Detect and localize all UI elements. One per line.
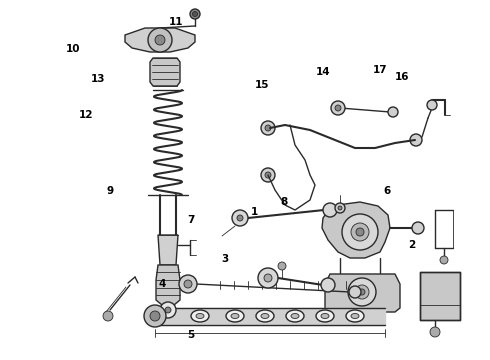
Ellipse shape: [346, 310, 364, 322]
Circle shape: [258, 268, 278, 288]
Circle shape: [359, 289, 365, 295]
Circle shape: [323, 203, 337, 217]
Circle shape: [160, 302, 176, 318]
Circle shape: [193, 12, 197, 17]
Circle shape: [412, 222, 424, 234]
Circle shape: [265, 125, 271, 131]
Circle shape: [264, 274, 272, 282]
Text: 7: 7: [187, 215, 195, 225]
Ellipse shape: [316, 310, 334, 322]
Text: 6: 6: [384, 186, 391, 196]
Circle shape: [440, 256, 448, 264]
Text: 14: 14: [316, 67, 331, 77]
Circle shape: [427, 100, 437, 110]
Ellipse shape: [291, 314, 299, 319]
Ellipse shape: [261, 314, 269, 319]
Ellipse shape: [191, 310, 209, 322]
Ellipse shape: [144, 305, 166, 327]
Text: 13: 13: [91, 74, 105, 84]
Polygon shape: [322, 202, 390, 258]
Text: 11: 11: [169, 17, 184, 27]
Polygon shape: [325, 274, 400, 312]
Circle shape: [348, 278, 376, 306]
Circle shape: [356, 228, 364, 236]
Text: 15: 15: [255, 80, 270, 90]
Circle shape: [338, 206, 342, 210]
Circle shape: [410, 134, 422, 146]
Text: 1: 1: [251, 207, 258, 217]
Circle shape: [335, 105, 341, 111]
Text: 5: 5: [188, 330, 195, 340]
Ellipse shape: [226, 310, 244, 322]
Circle shape: [179, 275, 197, 293]
Circle shape: [261, 168, 275, 182]
Text: 8: 8: [281, 197, 288, 207]
Ellipse shape: [321, 314, 329, 319]
Circle shape: [184, 280, 192, 288]
Circle shape: [321, 278, 335, 292]
Text: 9: 9: [107, 186, 114, 196]
Text: 16: 16: [394, 72, 409, 82]
Polygon shape: [158, 235, 178, 265]
Ellipse shape: [196, 314, 204, 319]
Circle shape: [331, 101, 345, 115]
Circle shape: [430, 327, 440, 337]
Polygon shape: [150, 58, 180, 86]
Circle shape: [335, 203, 345, 213]
Polygon shape: [125, 28, 195, 52]
Circle shape: [237, 215, 243, 221]
Circle shape: [388, 107, 398, 117]
Circle shape: [278, 262, 286, 270]
Ellipse shape: [150, 311, 160, 321]
Text: 4: 4: [158, 279, 166, 289]
Circle shape: [261, 121, 275, 135]
Polygon shape: [420, 272, 460, 320]
Text: 2: 2: [408, 240, 415, 250]
Circle shape: [265, 172, 271, 178]
Ellipse shape: [286, 310, 304, 322]
Polygon shape: [155, 308, 385, 325]
Text: 12: 12: [78, 110, 93, 120]
Circle shape: [351, 223, 369, 241]
Circle shape: [355, 285, 369, 299]
Circle shape: [349, 286, 361, 298]
Circle shape: [155, 35, 165, 45]
Circle shape: [103, 311, 113, 321]
Circle shape: [165, 307, 171, 313]
Ellipse shape: [351, 314, 359, 319]
Text: 17: 17: [372, 65, 387, 75]
Circle shape: [232, 210, 248, 226]
Ellipse shape: [231, 314, 239, 319]
Circle shape: [190, 9, 200, 19]
Ellipse shape: [256, 310, 274, 322]
Circle shape: [342, 214, 378, 250]
Circle shape: [148, 28, 172, 52]
Text: 3: 3: [222, 254, 229, 264]
Text: 10: 10: [66, 44, 81, 54]
Polygon shape: [156, 265, 180, 305]
